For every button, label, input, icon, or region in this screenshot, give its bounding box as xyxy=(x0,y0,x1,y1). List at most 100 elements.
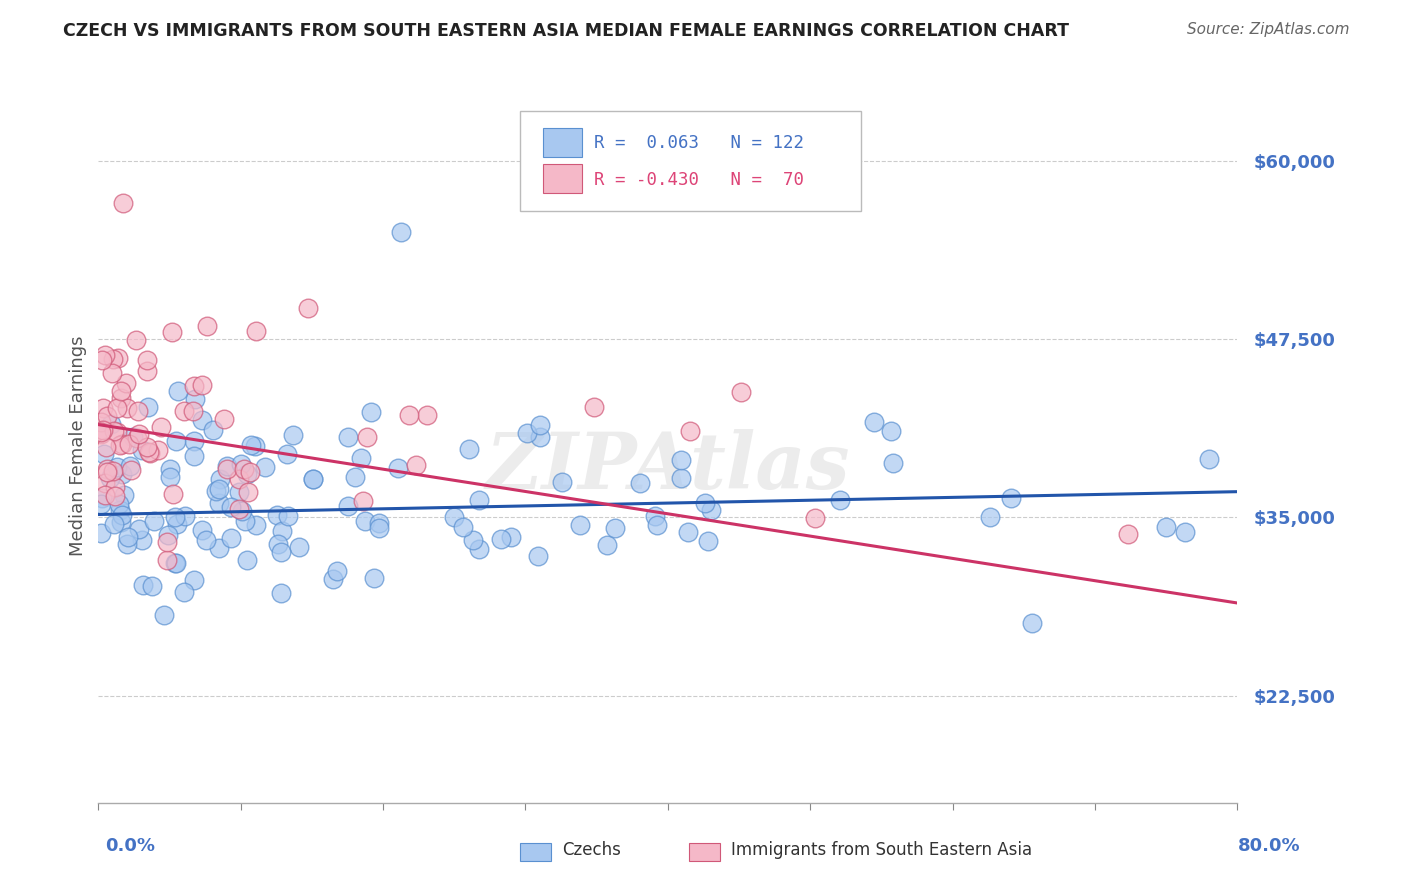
Point xyxy=(162,487,184,501)
Point xyxy=(208,541,231,555)
Point xyxy=(344,470,367,484)
Point xyxy=(173,585,195,599)
Point xyxy=(110,516,132,530)
Point xyxy=(1198,451,1220,466)
Point xyxy=(163,510,186,524)
Point xyxy=(219,500,242,515)
Point xyxy=(236,552,259,566)
Point xyxy=(209,472,232,486)
Point xyxy=(336,429,359,443)
Point xyxy=(1116,527,1139,541)
Point xyxy=(245,440,267,454)
Point xyxy=(90,525,112,540)
Point xyxy=(322,572,344,586)
Text: R = -0.430   N =  70: R = -0.430 N = 70 xyxy=(593,171,804,189)
Point xyxy=(111,436,134,450)
Point xyxy=(96,462,118,476)
Point xyxy=(367,521,389,535)
Point xyxy=(96,465,118,479)
Point xyxy=(360,405,382,419)
Point xyxy=(108,438,131,452)
Point xyxy=(93,447,115,461)
Point xyxy=(90,425,112,439)
Point xyxy=(93,475,115,490)
Point xyxy=(183,434,205,448)
Point xyxy=(127,432,149,446)
Point xyxy=(215,462,238,476)
Point xyxy=(387,460,409,475)
Point xyxy=(108,503,131,517)
Point xyxy=(628,475,651,490)
Text: Czechs: Czechs xyxy=(562,841,621,859)
Point xyxy=(232,462,254,476)
Point xyxy=(231,504,253,518)
Point xyxy=(389,225,412,239)
Point xyxy=(120,459,142,474)
Point xyxy=(128,404,150,418)
Point xyxy=(115,376,138,391)
Text: CZECH VS IMMIGRANTS FROM SOUTH EASTERN ASIA MEDIAN FEMALE EARNINGS CORRELATION C: CZECH VS IMMIGRANTS FROM SOUTH EASTERN A… xyxy=(63,22,1070,40)
Point xyxy=(191,378,214,392)
Point xyxy=(583,400,606,414)
Point xyxy=(350,450,373,465)
Point xyxy=(183,573,205,587)
Point xyxy=(91,401,114,415)
Point xyxy=(195,318,218,333)
Point xyxy=(233,515,256,529)
Point xyxy=(108,497,131,511)
Point xyxy=(142,514,165,528)
Point xyxy=(457,442,479,457)
Point xyxy=(149,419,172,434)
Point xyxy=(352,494,374,508)
Text: Source: ZipAtlas.com: Source: ZipAtlas.com xyxy=(1187,22,1350,37)
Point xyxy=(730,385,752,400)
Text: ZIPAtlas: ZIPAtlas xyxy=(485,429,851,506)
Point xyxy=(166,517,188,532)
Point xyxy=(103,352,125,367)
Text: 80.0%: 80.0% xyxy=(1237,837,1301,855)
Point xyxy=(676,525,699,540)
Point xyxy=(128,427,150,442)
Point xyxy=(356,430,378,444)
Point xyxy=(208,482,231,496)
Point xyxy=(270,545,292,559)
Point xyxy=(111,508,134,523)
Point xyxy=(882,456,904,470)
Point xyxy=(201,423,224,437)
Point xyxy=(236,485,259,500)
Point xyxy=(337,499,360,513)
Point xyxy=(111,196,134,211)
Point xyxy=(91,352,114,367)
Point xyxy=(114,488,136,502)
Point xyxy=(489,533,512,547)
Point xyxy=(100,417,122,431)
Point xyxy=(1000,491,1022,506)
Point xyxy=(183,379,205,393)
Point xyxy=(131,443,153,458)
Point xyxy=(979,509,1001,524)
Point xyxy=(596,538,619,552)
Point xyxy=(208,496,231,510)
Point xyxy=(173,404,195,418)
Point xyxy=(173,508,195,523)
Point xyxy=(228,501,250,516)
Point xyxy=(863,415,886,429)
Point xyxy=(105,425,128,439)
Point xyxy=(90,497,112,511)
Point xyxy=(880,424,903,438)
Point xyxy=(499,530,522,544)
Point xyxy=(647,517,669,532)
Point xyxy=(132,578,155,592)
Point xyxy=(159,470,181,484)
Point xyxy=(136,400,159,414)
Point xyxy=(697,534,720,549)
Point xyxy=(1154,520,1177,534)
Point xyxy=(270,586,292,600)
Point xyxy=(118,437,141,451)
Point xyxy=(167,384,190,398)
Point xyxy=(120,463,142,477)
Point xyxy=(302,472,325,486)
FancyBboxPatch shape xyxy=(543,164,582,193)
Point xyxy=(183,450,205,464)
Point xyxy=(569,517,592,532)
